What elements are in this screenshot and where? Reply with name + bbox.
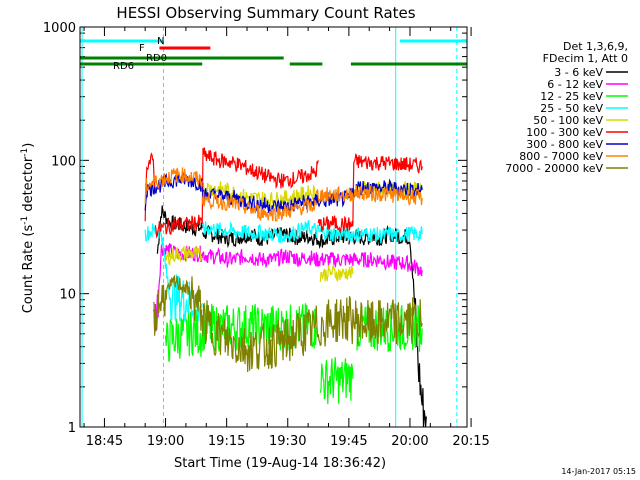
- plot-area: 1 10 100 1000 18:45 19:00 19:15 19:30 19:45 20:00…: [43, 21, 490, 449]
- y-tick-label: 1000: [43, 21, 76, 36]
- y-axis-label-part: detector: [21, 156, 36, 216]
- series-line: [144, 170, 203, 211]
- series-line: [317, 215, 354, 233]
- series-line: [164, 244, 203, 266]
- y-axis-label-superscript: -1: [20, 148, 30, 157]
- flag-label-rd0: RD0: [146, 53, 167, 64]
- series-line: [352, 153, 423, 225]
- x-tick-label: 20:00: [391, 434, 428, 449]
- x-tick-label: 19:00: [147, 434, 184, 449]
- series-line: [201, 303, 317, 352]
- y-axis-label-part: Count Rate (s: [21, 225, 36, 314]
- chart-title: HESSI Observing Summary Count Rates: [116, 4, 415, 22]
- x-tick-label: 19:45: [330, 434, 367, 449]
- legend-label: 25 - 50 keV: [540, 102, 603, 115]
- x-tick-label: 18:45: [86, 434, 123, 449]
- x-tick-label: 19:15: [208, 434, 245, 449]
- series-line: [201, 191, 317, 222]
- y-tick-label: 100: [51, 154, 76, 169]
- footer-date: 14-Jan-2017 05:15: [561, 467, 636, 476]
- plot-frame: [79, 26, 468, 428]
- y-axis-label-superscript: -1: [20, 216, 30, 225]
- series-line: [144, 152, 156, 222]
- series-line: [348, 251, 423, 277]
- y-tick-label: 10: [59, 288, 76, 303]
- legend-label: 6 - 12 keV: [547, 78, 603, 91]
- series-line: [291, 296, 423, 357]
- x-tick-label: 19:30: [269, 434, 306, 449]
- series-2: [164, 303, 423, 405]
- legend-label: 800 - 7000 keV: [519, 150, 603, 163]
- legend-header: Det 1,3,6,9,: [563, 40, 628, 53]
- series-5: [144, 147, 423, 239]
- series-line: [201, 247, 293, 269]
- legend-label: 12 - 25 keV: [540, 90, 603, 103]
- legend-label: 300 - 800 keV: [526, 138, 603, 151]
- legend-label: 100 - 300 keV: [526, 126, 603, 139]
- series-line: [348, 224, 427, 428]
- flag-label-n: N: [157, 36, 164, 47]
- y-axis-label: Count Rate (s-1 detector-1): [20, 143, 36, 314]
- series-line: [201, 219, 317, 244]
- series-8: [152, 274, 423, 373]
- series-line: [291, 250, 350, 268]
- series-line: [144, 223, 203, 323]
- series-line: [315, 224, 423, 244]
- series-7: [144, 167, 423, 222]
- y-tick-label: 1: [68, 421, 76, 436]
- legend-header: FDecim 1, Att 0: [543, 52, 628, 65]
- series-line: [154, 214, 203, 239]
- y-axis-label-part: ): [21, 143, 36, 148]
- series-line: [144, 167, 203, 204]
- x-tick-label: 20:15: [452, 434, 489, 449]
- x-axis-label: Start Time (19-Aug-14 18:36:42): [174, 456, 386, 471]
- flag-label-f: F: [139, 43, 145, 54]
- series-line: [319, 263, 354, 283]
- legend-label: 7000 - 20000 keV: [505, 162, 603, 175]
- series-line: [152, 274, 203, 336]
- series-line: [201, 147, 319, 224]
- series-line: [201, 300, 293, 373]
- series-line: [315, 185, 423, 207]
- series-line: [319, 357, 354, 405]
- legend-label: 50 - 100 keV: [533, 114, 603, 127]
- legend-label: 3 - 6 keV: [554, 66, 603, 79]
- flag-label-rd6: RD6: [113, 61, 134, 72]
- series-line: [156, 205, 203, 254]
- series-3: [144, 219, 423, 323]
